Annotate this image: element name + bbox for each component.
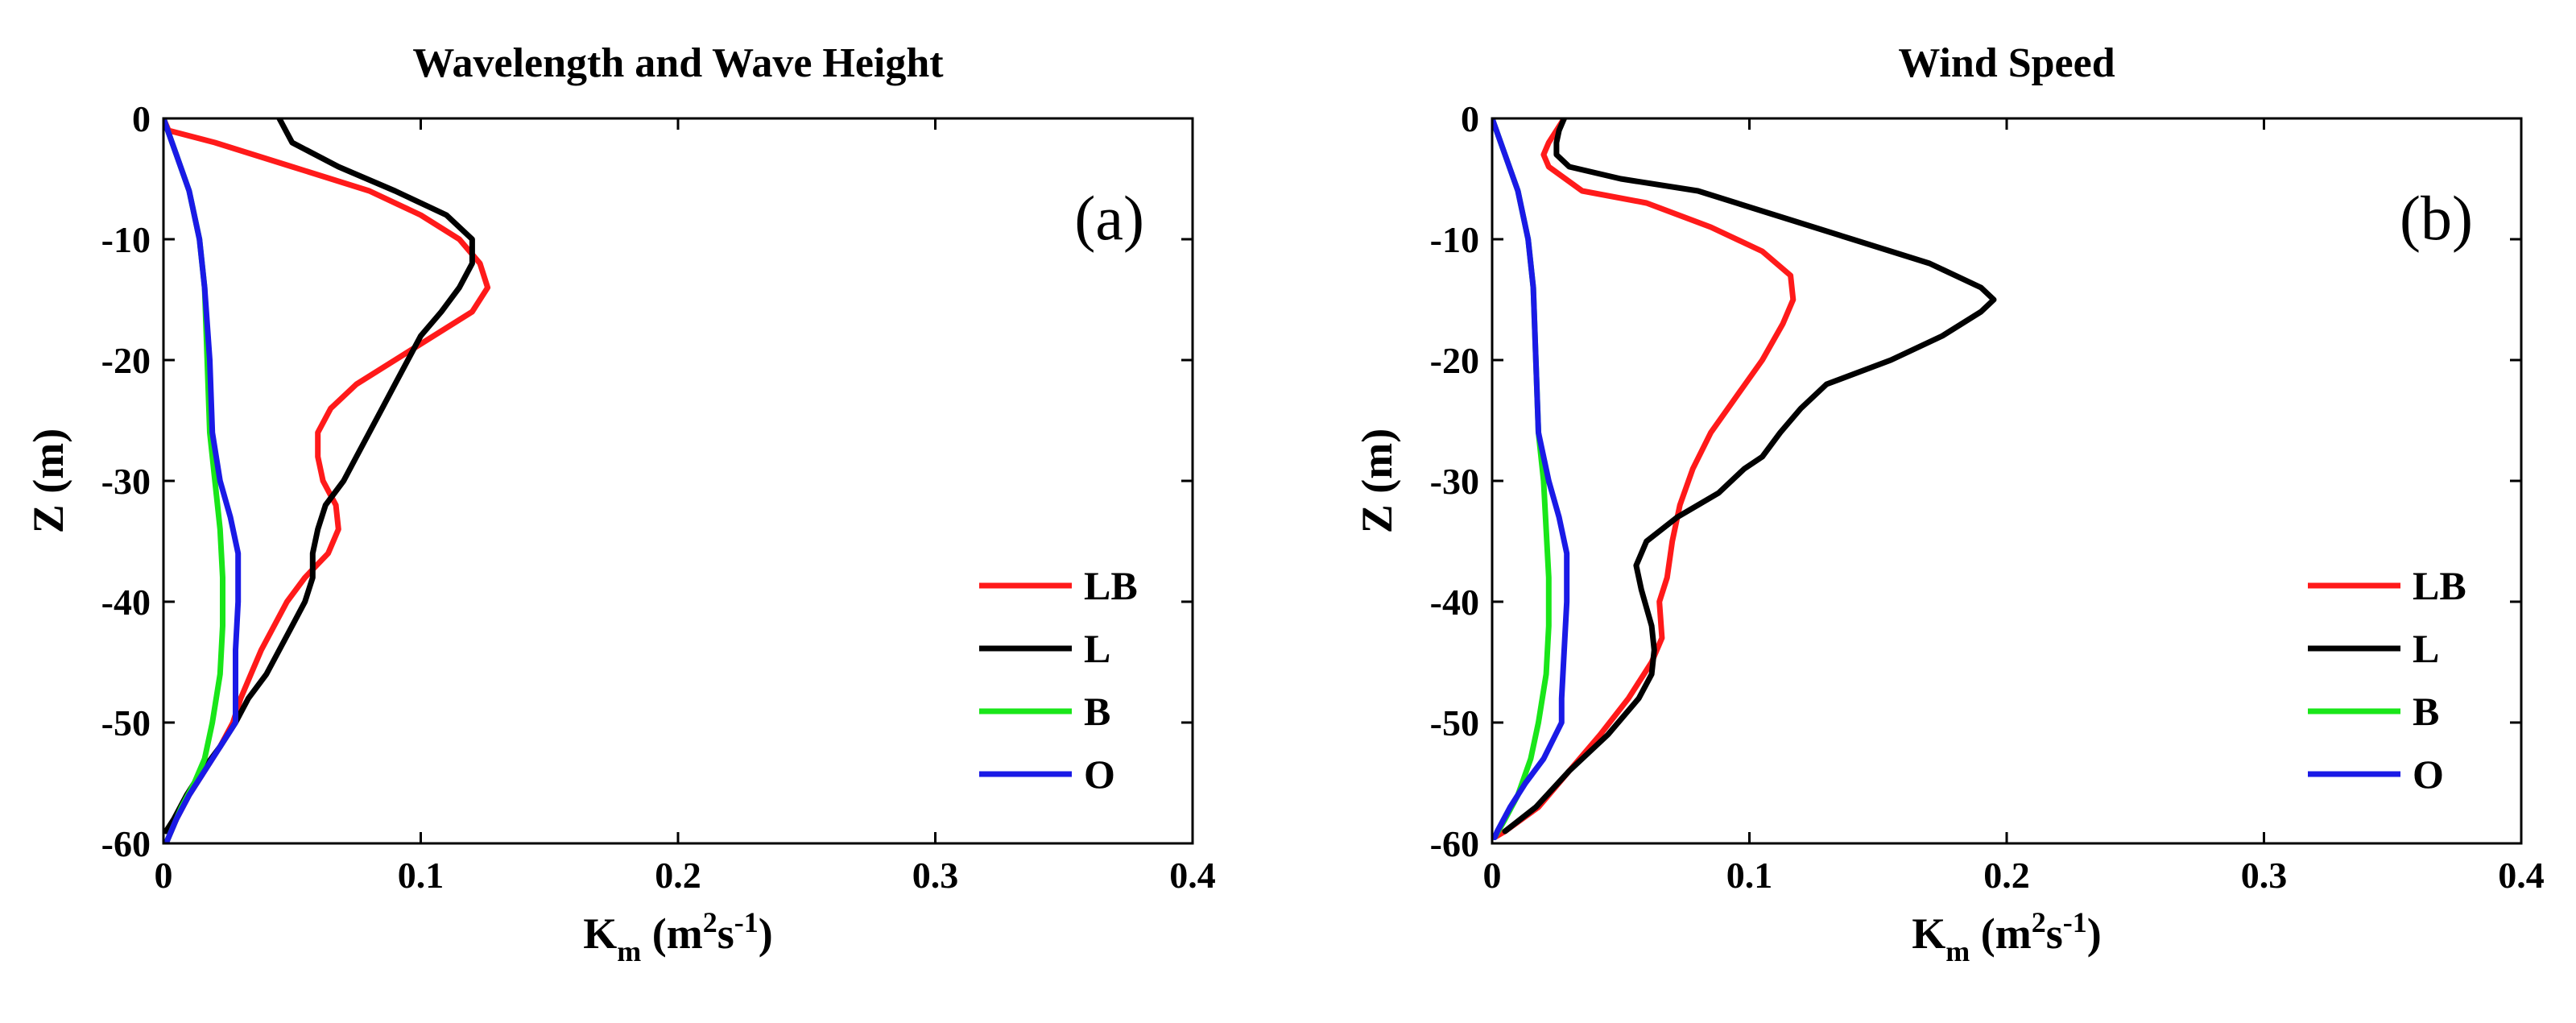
legend-label-b: B — [2413, 689, 2439, 734]
y-tick-label: -30 — [1430, 461, 1479, 502]
x-axis-label-part: ) — [759, 909, 773, 958]
y-tick-label: -40 — [101, 582, 151, 623]
legend-label-o: O — [1084, 752, 1115, 797]
x-tick-label: 0.4 — [1169, 855, 1216, 896]
x-axis-label-part: K — [583, 909, 617, 958]
y-tick-label: 0 — [132, 98, 151, 139]
x-tick-label: 0.2 — [655, 855, 701, 896]
y-tick-label: -50 — [101, 702, 151, 743]
x-axis-label-part: 2 — [703, 906, 717, 938]
chart-title: Wind Speed — [1898, 40, 2115, 86]
legend-label-lb: LB — [1084, 563, 1138, 608]
x-axis-label-part: -1 — [2063, 906, 2087, 938]
y-tick-label: -20 — [1430, 340, 1479, 381]
x-tick-label: 0.2 — [1983, 855, 2030, 896]
legend-label-l: L — [2413, 626, 2439, 671]
x-axis-label-part: 2 — [2032, 906, 2046, 938]
x-axis-label: Km (m2s-1) — [583, 906, 772, 967]
x-axis-label-part: m — [1945, 935, 1970, 967]
x-axis-label-part: s — [717, 909, 734, 958]
y-tick-label: -10 — [1430, 219, 1479, 260]
legend-label-b: B — [1084, 689, 1110, 734]
series-group — [1492, 118, 1997, 840]
chart-title: Wavelength and Wave Height — [412, 40, 944, 86]
series-line-o — [1492, 118, 1570, 840]
y-tick-label: -10 — [101, 219, 151, 260]
x-tick-label: 0.4 — [2498, 855, 2545, 896]
x-tick-label: 0.1 — [398, 855, 444, 896]
y-tick-label: -40 — [1430, 582, 1479, 623]
x-axis-label-part: ) — [2087, 909, 2102, 958]
series-line-l — [1502, 118, 1997, 835]
y-axis-label: Z (m) — [1353, 429, 1401, 533]
x-tick-label: 0.3 — [912, 855, 959, 896]
legend-label-o: O — [2413, 752, 2444, 797]
x-tick-label: 0.3 — [2241, 855, 2288, 896]
panel-label: (a) — [1074, 183, 1144, 253]
panel-b: Wind Speed 0 0.1 0.2 0.3 0.4 0 -10 -20 -30 -40 -50 -… — [1353, 40, 2545, 967]
y-tick-label: 0 — [1461, 98, 1479, 139]
x-axis-label-part: s — [2046, 909, 2063, 958]
series-line-lb — [1492, 118, 1797, 840]
y-axis-label: Z (m) — [24, 429, 72, 533]
series-line-o — [163, 118, 242, 843]
x-tick-label: 0 — [155, 855, 173, 896]
legend-label-lb: LB — [2413, 563, 2466, 608]
y-tick-label: -20 — [101, 340, 151, 381]
x-tick-label: 0 — [1483, 855, 1502, 896]
panel-a: Wavelength and Wave Height 0 0.1 0.2 0.3 0.4 0… — [24, 40, 1216, 967]
x-tick-label: 0.1 — [1726, 855, 1773, 896]
panel-label: (b) — [2400, 183, 2473, 253]
y-tick-label: -30 — [101, 461, 151, 502]
x-axis-label-part: (m — [641, 909, 702, 958]
legend-label-l: L — [1084, 626, 1110, 671]
x-axis-label-part: (m — [1970, 909, 2031, 958]
y-tick-label: -60 — [101, 823, 151, 864]
series-group — [163, 118, 491, 843]
x-axis-label-part: m — [617, 935, 641, 967]
y-tick-label: -60 — [1430, 823, 1479, 864]
x-axis-label: Km (m2s-1) — [1912, 906, 2101, 967]
x-axis-label-part: -1 — [734, 906, 759, 938]
y-tick-label: -50 — [1430, 702, 1479, 743]
x-axis-label-part: K — [1912, 909, 1945, 958]
